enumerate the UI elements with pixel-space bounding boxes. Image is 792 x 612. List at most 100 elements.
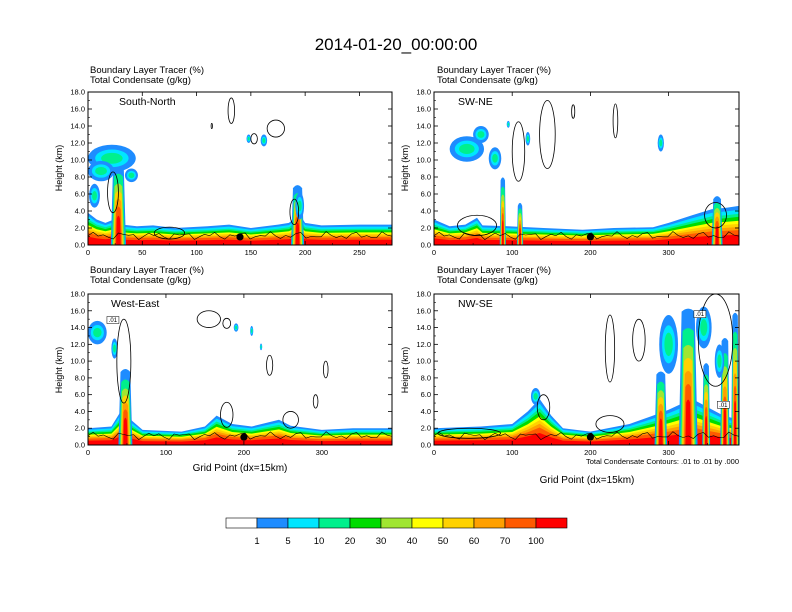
- y-tick-label: 16.0: [416, 105, 431, 114]
- condensate-contour: [632, 318, 646, 362]
- x-tick-label: 300: [316, 448, 329, 457]
- y-tick-label: 10.0: [70, 156, 85, 165]
- contour-label-box: [693, 310, 707, 318]
- y-tick-label: 16.0: [70, 306, 85, 315]
- panel-west-east: Boundary Layer Tracer (%) Total Condensa…: [54, 265, 393, 474]
- panel-subtitle-2: Total Condensate (g/kg): [437, 275, 538, 286]
- panel-subtitle-1: Boundary Layer Tracer (%): [90, 65, 204, 76]
- y-tick-label: 4.0: [421, 407, 431, 416]
- condensate-contour: [536, 394, 551, 421]
- location-marker: [586, 433, 595, 441]
- colorbar-swatch: [442, 517, 475, 529]
- y-tick-label: 8.0: [421, 373, 431, 382]
- panel-subtitle-2: Total Condensate (g/kg): [90, 75, 191, 86]
- colorbar-label: 1: [254, 536, 259, 547]
- y-tick-label: 0.0: [421, 441, 431, 450]
- y-tick-label: 12.0: [70, 340, 85, 349]
- y-tick-label: 0.0: [75, 241, 85, 250]
- condensate-contour: [539, 100, 556, 169]
- y-tick-label: 14.0: [416, 122, 431, 131]
- convective-plume: [123, 417, 128, 445]
- condensate-contour: [88, 431, 392, 440]
- panel-nw-se: Boundary Layer Tracer (%) Total Condensa…: [400, 265, 740, 486]
- plot-area: .01 0.0 2.0 4.0 6.0 8.0 10.0 12.0 14.0 16.0 18.0 0 1…: [70, 290, 393, 457]
- condensate-contour: [282, 411, 299, 429]
- tracer-blob: [659, 139, 663, 147]
- condensate-contour: [434, 231, 739, 240]
- x-tick-label: 300: [662, 248, 675, 257]
- colorbar-label: 5: [285, 536, 290, 547]
- convective-plume: [685, 399, 691, 445]
- panel-subtitle-2: Total Condensate (g/kg): [437, 75, 538, 86]
- condensate-contour: [116, 318, 132, 404]
- x-tick-label: 50: [138, 248, 146, 257]
- convective-plume: [658, 418, 663, 445]
- tracer-blob: [101, 152, 123, 164]
- tracer-blob: [477, 131, 485, 138]
- condensate-contour: [250, 133, 258, 145]
- colorbar-label: 70: [500, 536, 511, 547]
- colorbar-label: 100: [528, 536, 544, 547]
- y-tick-label: 16.0: [70, 105, 85, 114]
- x-tick-label: 100: [506, 248, 519, 257]
- tracer-blob: [717, 354, 722, 368]
- y-tick-label: 14.0: [416, 323, 431, 332]
- colorbar-label: 40: [407, 536, 418, 547]
- x-tick-label: 100: [506, 448, 519, 457]
- condensate-contour: [323, 360, 329, 379]
- colorbar-swatch: [318, 517, 351, 529]
- tracer-band: [434, 234, 739, 245]
- x-tick-label: 100: [190, 248, 203, 257]
- y-tick-label: 18.0: [70, 88, 85, 97]
- colorbar-swatch: [225, 517, 258, 529]
- condensate-contour: [227, 97, 235, 124]
- condensate-contour: [266, 119, 285, 138]
- y-tick-label: 18.0: [416, 88, 431, 97]
- colorbar-swatch: [349, 517, 382, 529]
- y-tick-label: 6.0: [75, 190, 85, 199]
- contour-label: .01: [719, 403, 728, 409]
- condensate-contour: [571, 104, 576, 119]
- tracer-band: [88, 436, 392, 445]
- plot-fill: [434, 294, 739, 445]
- tracer-blob: [664, 332, 673, 357]
- y-tick-label: 2.0: [75, 224, 85, 233]
- tracer-blob: [128, 172, 135, 179]
- tracer-blob: [250, 328, 253, 333]
- y-tick-label: 8.0: [421, 173, 431, 182]
- colorbar-swatch: [287, 517, 320, 529]
- colorbar-swatch: [256, 517, 289, 529]
- panel-label: South-North: [119, 96, 176, 108]
- tracer-blob: [262, 138, 266, 143]
- colorbar-swatch: [411, 517, 444, 529]
- x-tick-label: 0: [432, 248, 436, 257]
- contour-label: .01: [696, 312, 705, 318]
- y-tick-label: 18.0: [416, 290, 431, 299]
- y-tick-label: 12.0: [70, 139, 85, 148]
- x-axis-title: Grid Point (dx=15km): [193, 463, 288, 474]
- y-tick-label: 14.0: [70, 323, 85, 332]
- condensate-contour: [312, 394, 319, 409]
- convective-plume: [116, 215, 121, 245]
- panel-sw-ne: Boundary Layer Tracer (%) Total Condensa…: [400, 65, 740, 257]
- panel-subtitle-1: Boundary Layer Tracer (%): [437, 265, 551, 276]
- condensate-contour: [612, 103, 619, 139]
- condensate-contour: [266, 354, 274, 376]
- panel-subtitle-1: Boundary Layer Tracer (%): [437, 65, 551, 76]
- colorbar-label: 50: [438, 536, 449, 547]
- figure-title: 2014-01-20_00:00:00: [315, 35, 478, 54]
- convective-plume: [705, 416, 708, 445]
- condensate-contour: [434, 431, 739, 440]
- tracer-blob: [459, 143, 475, 155]
- plot-fill: [88, 97, 392, 245]
- y-tick-label: 2.0: [421, 424, 431, 433]
- contour-label-box: [106, 316, 120, 324]
- condensate-contour: [210, 123, 213, 129]
- condensate-contour: [289, 198, 300, 226]
- y-tick-label: 2.0: [421, 224, 431, 233]
- tracer-blob: [507, 122, 509, 126]
- x-tick-label: 250: [353, 248, 366, 257]
- x-tick-label: 150: [245, 248, 258, 257]
- plot-fill: [434, 100, 739, 245]
